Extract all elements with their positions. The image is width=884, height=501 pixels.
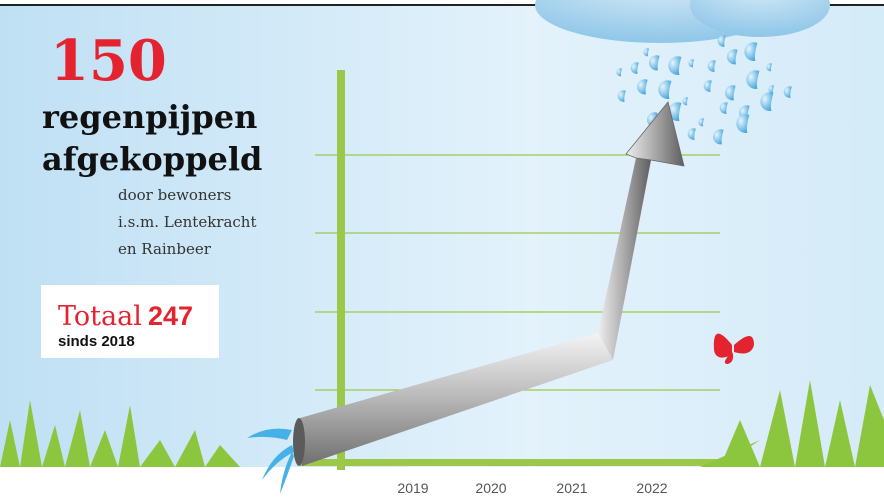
x-axis [300, 459, 740, 466]
headline-line: afgekoppeld [42, 140, 262, 178]
total-since: sinds 2018 [58, 333, 135, 350]
total-label: Totaal [58, 301, 142, 332]
body: {"headline": {"number": "150", "lines": … [0, 0, 884, 497]
year-label: 2019 [397, 480, 428, 496]
total-number: 247 [148, 301, 193, 331]
year-label: 2022 [636, 480, 667, 496]
headline-number: 150 [50, 28, 167, 94]
infographic: 150 regenpijpen afgekoppeld door bewoner… [0, 0, 884, 497]
subtitle-line: en Rainbeer [118, 240, 212, 258]
page: html, body { margin: 0; padding: 0; } bo… [0, 0, 884, 497]
pipe-opening [293, 418, 305, 466]
headline-line: regenpijpen [42, 98, 257, 136]
subtitle-line: door bewoners [118, 186, 231, 204]
subtitle-line: i.s.m. Lentekracht [118, 213, 257, 231]
year-label: 2020 [475, 480, 506, 496]
year-label: 2021 [556, 480, 587, 496]
footer-band [0, 467, 884, 497]
